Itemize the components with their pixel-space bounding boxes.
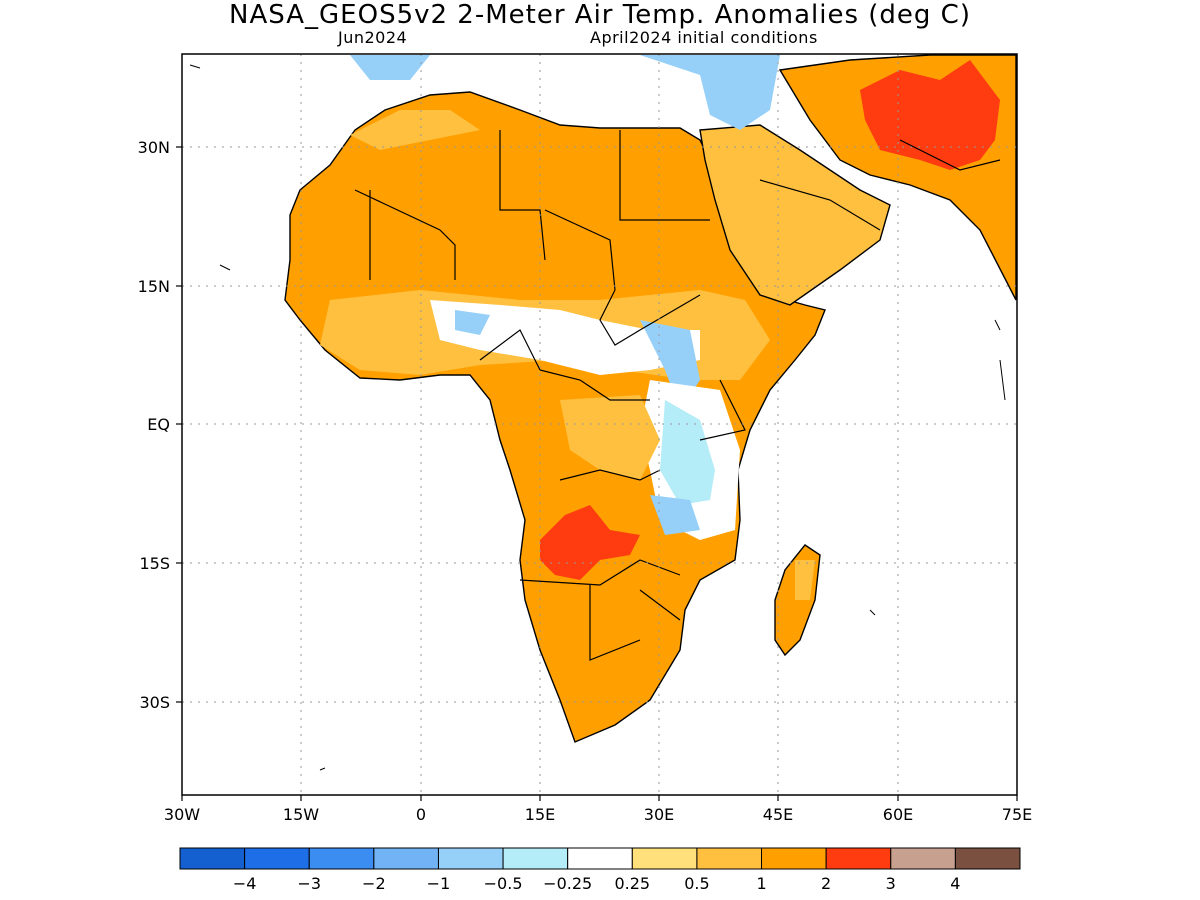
colorbar-swatch [437,847,504,870]
colorbar-label: −4 [233,874,257,893]
colorbar-swatch [761,847,827,870]
maghreb-light [350,110,480,150]
colorbar-label: −2 [362,874,386,893]
colorbar-label: 1 [756,874,766,893]
angola-hot [540,505,640,580]
colorbar-label: 0.5 [684,874,709,893]
colorbar-swatch [567,847,633,870]
colorbar-swatch [825,847,892,870]
map-title: NASA_GEOS5v2 2-Meter Air Temp. Anomalies… [229,0,971,30]
colorbar-label: −0.5 [484,874,523,893]
europe-cool [350,55,430,80]
lon-label-60e: 60E [883,805,913,824]
iran-hot [860,60,1000,170]
colorbar-swatch [244,847,310,870]
colorbar-swatch [954,847,1021,870]
initial-conditions: April2024 initial conditions [590,28,818,47]
colorbar-swatch [890,847,956,870]
lat-lon-grid [182,54,1017,795]
colorbar-swatch [502,847,569,870]
colorbar-swatch [631,847,698,870]
madagascar-light [795,560,815,600]
lon-label-15e: 15E [525,805,555,824]
islands [189,64,1006,771]
lat-label-15n: 15N [138,277,170,296]
colorbar-swatch [373,847,439,870]
arabia-land [699,124,891,306]
lat-label-30n: 30N [138,138,170,157]
colorbar-label: 2 [821,874,831,893]
colorbar-label: 0.25 [614,874,650,893]
land-shading [284,54,1017,743]
forecast-month: Jun2024 [338,28,408,47]
colorbar-swatch [696,847,763,870]
mediterranean-coast-cool [640,55,780,130]
colorbar-swatch [308,847,375,870]
sahel-neutral [430,300,700,375]
lon-label-15w: 15W [283,805,319,824]
africa-land [284,91,826,743]
colorbar-label: 3 [886,874,896,893]
colorbar-label: −0.25 [543,874,592,893]
country-borders [354,130,1001,661]
lon-label-45e: 45E [763,805,793,824]
lat-label-15s: 15S [139,554,170,573]
colorbar-label: −1 [427,874,451,893]
colorbar-label: 4 [950,874,960,893]
map-frame-group: 30N 15N EQ 15S 30S 30W 15W 0 15E 30E 45E… [138,53,1032,824]
sahel-cool [455,310,490,335]
tick-marks [176,146,1018,801]
lon-label-30w: 30W [164,805,200,824]
lat-label-30s: 30S [139,693,170,712]
colorbar: −4 −3 −2 −1 −0.5 −0.25 0.25 0.5 1 2 3 4 [179,847,1021,893]
lon-label-0: 0 [416,805,426,824]
great-lakes-cool [650,495,700,535]
east-africa-cool [660,400,715,505]
lat-label-eq: EQ [147,415,170,434]
central-light [560,395,660,480]
lon-label-30e: 30E [644,805,674,824]
lon-label-75e: 75E [1002,805,1032,824]
colorbar-label: −3 [297,874,321,893]
colorbar-swatch [179,847,246,870]
